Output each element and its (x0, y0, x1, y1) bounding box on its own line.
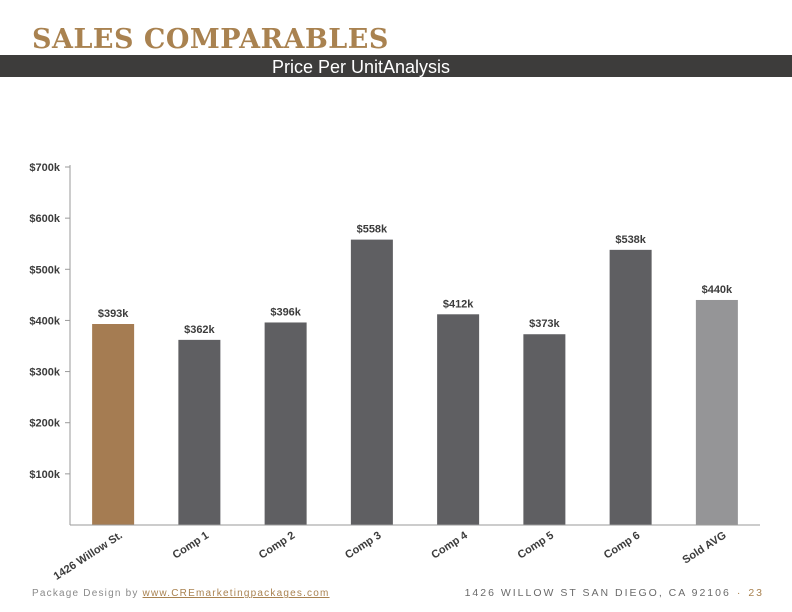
bar (92, 324, 135, 525)
footer-separator: · (736, 587, 743, 599)
y-tick-label: $600k (29, 213, 60, 225)
bar-value-label: $440k (702, 284, 733, 296)
bar (695, 299, 738, 525)
property-address: 1426 WILLOW ST SAN DIEGO, CA 92106 (464, 587, 731, 599)
page-number: 23 (748, 587, 764, 599)
x-tick-label: 1426 Willow St. (52, 529, 125, 582)
bar (523, 334, 566, 525)
x-tick-label: Comp 4 (429, 529, 470, 562)
bars: $393k $362k $396k $558k $412k $373k $538k $440k (92, 224, 738, 525)
design-credit: Package Design by www.CREmarketingpackag… (32, 588, 330, 599)
bar-value-label: $538k (615, 234, 646, 246)
bar-value-label: $393k (98, 308, 129, 320)
x-tick-label: Comp 6 (602, 529, 642, 561)
bar (178, 339, 221, 525)
design-credit-link[interactable]: www.CREmarketingpackages.com (142, 588, 330, 599)
subtitle-band: Price Per UnitAnalysis (0, 55, 792, 77)
page-title: SALES COMPARABLES (32, 24, 389, 55)
bar (264, 322, 307, 525)
footer-address-block: 1426 WILLOW ST SAN DIEGO, CA 92106 · 23 (465, 587, 764, 599)
bar (609, 249, 652, 525)
bar-value-label: $558k (357, 224, 388, 236)
bar (437, 314, 480, 525)
y-axis: $100k $200k $300k $400k $500k $600k $700k (29, 162, 71, 525)
bar-value-label: $412k (443, 298, 474, 310)
bar-value-label: $362k (184, 324, 215, 336)
x-tick-label: Comp 3 (343, 529, 383, 561)
y-tick-label: $500k (29, 264, 60, 276)
x-axis: 1426 Willow St. Comp 1 Comp 2 Comp 3 Comp 4 C… (52, 524, 760, 583)
y-tick-label: $100k (29, 469, 60, 481)
y-tick-label: $700k (29, 162, 60, 174)
y-tick-label: $400k (29, 315, 60, 327)
y-tick-label: $200k (29, 418, 60, 430)
y-tick-label: $300k (29, 367, 60, 379)
design-credit-prefix: Package Design by (32, 588, 143, 599)
x-tick-label: Comp 1 (171, 529, 211, 561)
page-subtitle: Price Per UnitAnalysis (272, 57, 451, 77)
bar-value-label: $396k (270, 306, 301, 318)
x-tick-label: Comp 2 (257, 529, 297, 561)
x-tick-label: Sold AVG (680, 529, 728, 566)
x-tick-label: Comp 5 (516, 529, 556, 561)
bar (350, 239, 393, 525)
bar-value-label: $373k (529, 318, 560, 330)
